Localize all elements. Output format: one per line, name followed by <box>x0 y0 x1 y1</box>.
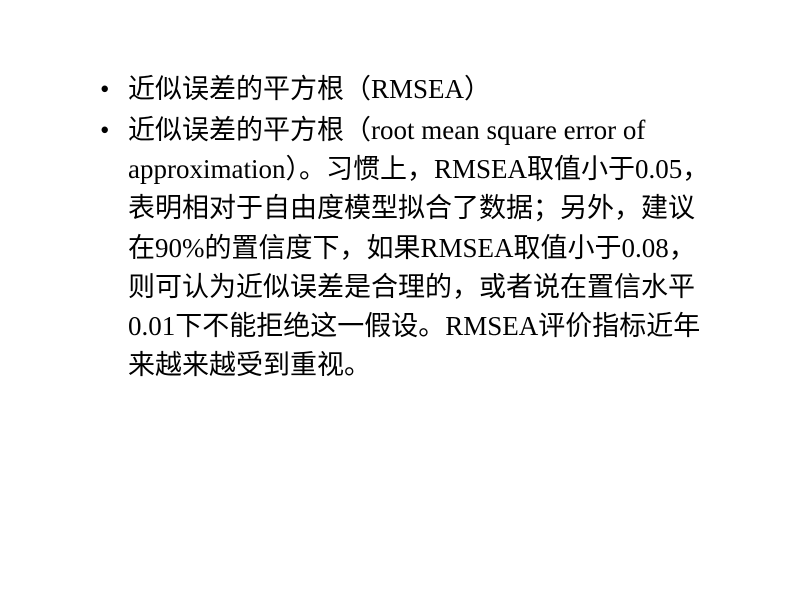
bullet-item: 近似误差的平方根（RMSEA） <box>100 70 710 109</box>
bullet-item: 近似误差的平方根（root mean square error of appro… <box>100 111 710 385</box>
bullet-list: 近似误差的平方根（RMSEA） 近似误差的平方根（root mean squar… <box>100 70 710 385</box>
bullet-text: 近似误差的平方根（root mean square error of appro… <box>128 115 709 380</box>
bullet-text: 近似误差的平方根（RMSEA） <box>128 74 491 104</box>
